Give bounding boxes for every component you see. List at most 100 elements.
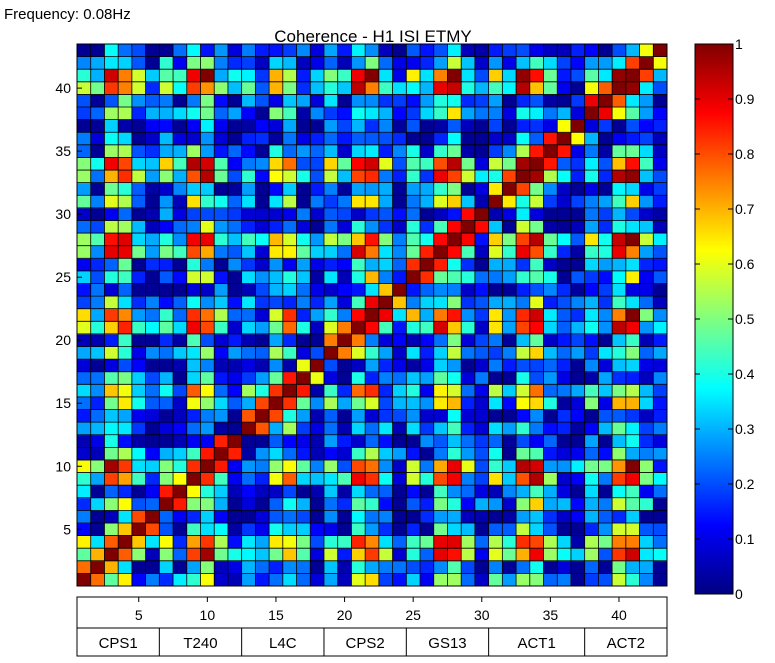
heatmap-cell <box>625 233 640 247</box>
heatmap-cell <box>214 447 229 461</box>
heatmap-cell <box>77 44 92 58</box>
heatmap-cell <box>365 359 380 373</box>
heatmap-cell <box>639 321 654 335</box>
heatmap-cell <box>653 144 668 158</box>
heatmap-cell <box>145 409 160 423</box>
heatmap-cell <box>214 56 229 70</box>
heatmap-cell <box>653 195 668 209</box>
heatmap-cell <box>516 485 531 499</box>
heatmap-cell <box>639 220 654 234</box>
heatmap-cell <box>488 497 503 511</box>
heatmap-cell <box>241 56 256 70</box>
heatmap-cell <box>145 69 160 83</box>
heatmap-cell <box>241 182 256 196</box>
heatmap-cell <box>269 396 284 410</box>
heatmap-cell <box>598 182 613 196</box>
heatmap-cell <box>337 422 352 436</box>
heatmap-cell <box>570 447 586 461</box>
heatmap-cell <box>653 56 668 70</box>
heatmap-cell <box>255 472 270 486</box>
heatmap-cell <box>447 396 462 410</box>
heatmap-cell <box>337 409 352 423</box>
x-tick-label: 25 <box>405 607 421 623</box>
heatmap-cell <box>310 409 325 423</box>
heatmap-cell <box>570 560 586 574</box>
heatmap-cell <box>639 119 654 133</box>
heatmap-cell <box>186 459 201 473</box>
heatmap-cell <box>461 182 476 196</box>
heatmap-cell <box>131 510 147 524</box>
heatmap-cell <box>570 535 586 549</box>
heatmap-cell <box>570 522 586 536</box>
heatmap-cell <box>241 447 256 461</box>
heatmap-cell <box>584 409 599 423</box>
heatmap-cell <box>612 510 627 524</box>
heatmap-cell <box>310 472 325 486</box>
heatmap-cell <box>145 220 160 234</box>
heatmap-cell <box>77 560 92 574</box>
heatmap-cell <box>392 270 407 284</box>
heatmap-cell <box>282 560 297 574</box>
heatmap-cell <box>461 270 476 284</box>
heatmap-cell <box>598 396 613 410</box>
heatmap-cell <box>612 245 627 259</box>
heatmap-cell <box>516 308 531 322</box>
heatmap-cell <box>612 371 627 385</box>
heatmap-cell <box>406 359 421 373</box>
heatmap-cell <box>90 144 105 158</box>
heatmap-cell <box>90 56 105 70</box>
heatmap-cell <box>612 170 627 184</box>
heatmap-cell <box>282 233 297 247</box>
heatmap-cell <box>214 422 229 436</box>
heatmap-cell <box>625 371 640 385</box>
heatmap-cell <box>118 535 133 549</box>
heatmap-cell <box>474 510 490 524</box>
heatmap-cell <box>296 485 311 499</box>
heatmap-cell <box>378 573 393 587</box>
heatmap-cell <box>214 245 229 259</box>
heatmap-cell <box>214 535 229 549</box>
heatmap-cell <box>227 384 243 398</box>
heatmap-cell <box>612 144 627 158</box>
heatmap-cell <box>488 510 503 524</box>
heatmap-cell <box>77 296 92 310</box>
heatmap-cell <box>351 459 366 473</box>
heatmap-cell <box>118 296 133 310</box>
heatmap-cell <box>90 69 105 83</box>
heatmap-cell <box>461 371 476 385</box>
heatmap-cell <box>131 485 147 499</box>
heatmap-cell <box>557 233 572 247</box>
heatmap-cell <box>570 497 586 511</box>
heatmap-cell <box>145 207 160 221</box>
heatmap-cell <box>502 195 517 209</box>
heatmap-cell <box>173 107 188 121</box>
heatmap-cell <box>200 107 215 121</box>
heatmap-cell <box>310 119 325 133</box>
heatmap-cell <box>118 560 133 574</box>
heatmap-cell <box>90 119 105 133</box>
heatmap-cell <box>543 220 558 234</box>
heatmap-cell <box>159 548 174 562</box>
heatmap-cell <box>282 434 297 448</box>
heatmap-cell <box>104 144 119 158</box>
heatmap-cell <box>612 119 627 133</box>
heatmap-cell <box>488 396 503 410</box>
heatmap-cell <box>227 245 243 259</box>
heatmap-cell <box>282 69 297 83</box>
heatmap-cell <box>378 157 393 171</box>
heatmap-cell <box>406 422 421 436</box>
heatmap-cell <box>378 132 393 146</box>
heatmap-cell <box>378 422 393 436</box>
heatmap-cell <box>447 207 462 221</box>
heatmap-cell <box>612 132 627 146</box>
heatmap-cell <box>200 296 215 310</box>
heatmap-cell <box>186 170 201 184</box>
heatmap-cell <box>365 522 380 536</box>
heatmap-cell <box>118 119 133 133</box>
heatmap-cell <box>598 258 613 272</box>
heatmap-cell <box>557 144 572 158</box>
heatmap-cell <box>323 132 339 146</box>
heatmap-cell <box>104 81 119 95</box>
heatmap-cell <box>406 333 421 347</box>
heatmap-cell <box>378 396 393 410</box>
